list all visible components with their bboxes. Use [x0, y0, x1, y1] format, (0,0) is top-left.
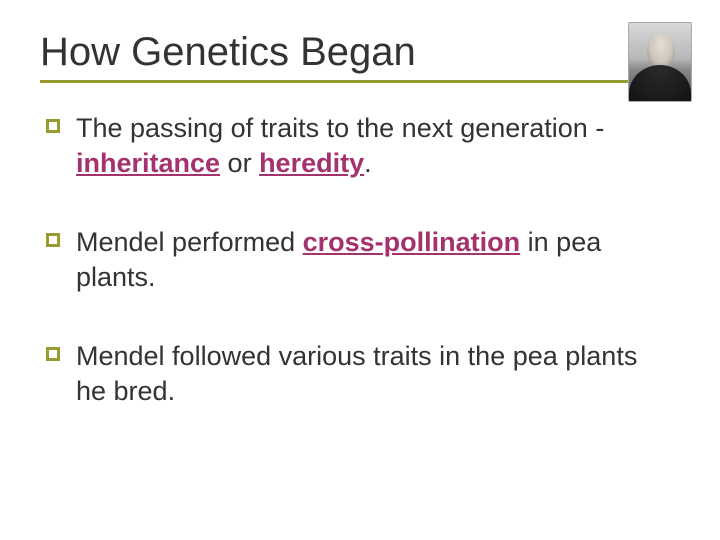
mendel-portrait-icon [628, 22, 692, 102]
list-item: Mendel performed cross-pollination in pe… [46, 225, 660, 295]
keyword: inheritance [76, 148, 220, 178]
bullet-text: Mendel followed various traits in the pe… [76, 339, 660, 409]
square-bullet-icon [46, 347, 60, 361]
title-underline [40, 80, 680, 83]
title-row: How Genetics Began [40, 30, 680, 74]
list-item: The passing of traits to the next genera… [46, 111, 660, 181]
list-item: Mendel followed various traits in the pe… [46, 339, 660, 409]
keyword: cross-pollination [303, 227, 521, 257]
text-segment: Mendel followed various traits in the pe… [76, 341, 637, 406]
slide-title: How Genetics Began [40, 30, 416, 74]
bullet-text: The passing of traits to the next genera… [76, 111, 660, 181]
square-bullet-icon [46, 119, 60, 133]
slide-body: The passing of traits to the next genera… [40, 111, 680, 410]
text-segment: The passing of traits to the next genera… [76, 113, 604, 143]
slide: How Genetics Began The passing of traits… [0, 0, 720, 540]
text-segment: Mendel performed [76, 227, 303, 257]
text-segment: or [220, 148, 259, 178]
square-bullet-icon [46, 233, 60, 247]
keyword: heredity [259, 148, 364, 178]
bullet-text: Mendel performed cross-pollination in pe… [76, 225, 660, 295]
text-segment: . [364, 148, 372, 178]
